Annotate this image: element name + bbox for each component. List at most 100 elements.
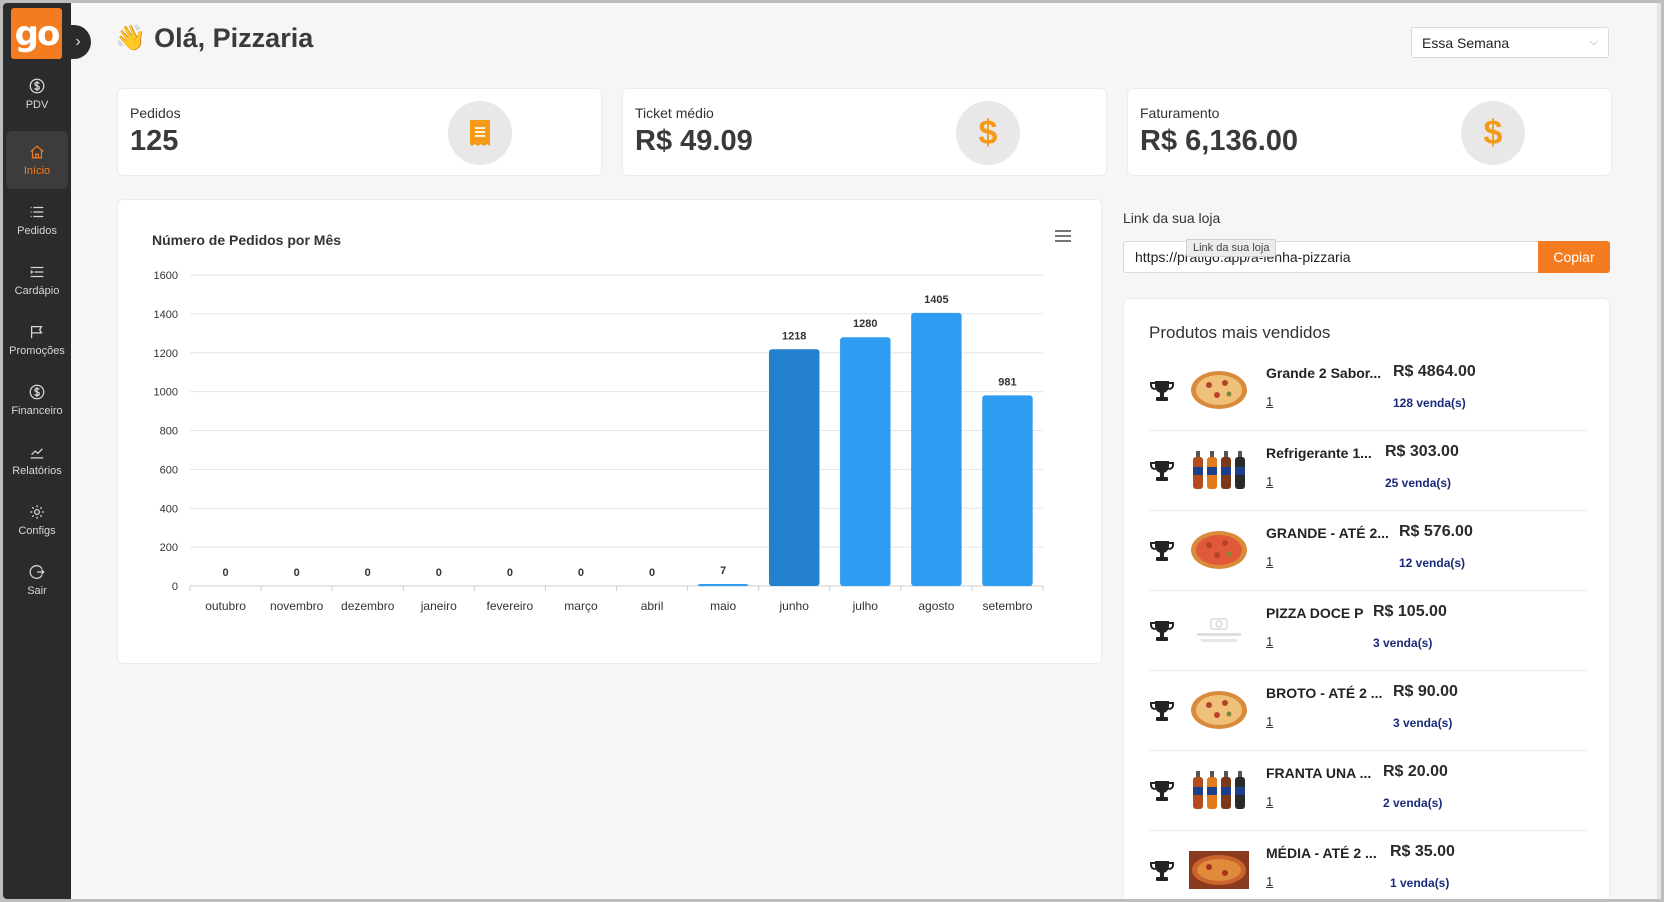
product-sales: 3 venda(s) [1373, 636, 1433, 650]
product-row[interactable]: MÉDIA - ATÉ 2 ... 1 R$ 35.00 1 venda(s) [1149, 831, 1587, 899]
sidebar-item-sair[interactable]: Sair [6, 551, 68, 609]
data-label: 7 [720, 565, 726, 577]
sidebar-item-label: Configs [18, 525, 56, 537]
y-tick-label: 1400 [154, 309, 178, 321]
trophy-icon [1149, 459, 1175, 483]
product-qty-link[interactable]: 1 [1266, 634, 1274, 649]
data-label: 1218 [782, 330, 806, 342]
x-tick-label: setembro [982, 599, 1032, 613]
data-label: 0 [365, 567, 371, 579]
y-tick-label: 0 [172, 581, 178, 593]
y-tick-label: 400 [160, 503, 178, 515]
sidebar-item-label: Início [23, 165, 51, 177]
product-name: BROTO - ATÉ 2 ... [1266, 685, 1383, 701]
chart-menu-icon[interactable] [1055, 230, 1071, 242]
product-thumbnail [1189, 449, 1249, 491]
stat-label: Faturamento [1140, 105, 1220, 121]
product-price: R$ 90.00 [1393, 683, 1458, 700]
trophy-icon [1149, 379, 1175, 403]
y-tick-label: 800 [160, 426, 178, 438]
product-row[interactable]: GRANDE - ATÉ 2... 1 R$ 576.00 12 venda(s) [1149, 511, 1587, 591]
data-label: 1280 [853, 318, 877, 330]
data-label: 0 [578, 567, 584, 579]
y-tick-label: 1200 [154, 348, 178, 360]
product-thumbnail [1189, 609, 1249, 651]
product-row[interactable]: FRANTA UNA ... 1 R$ 20.00 2 venda(s) [1149, 751, 1587, 831]
chevron-right-icon: › [75, 33, 81, 50]
product-row[interactable]: Grande 2 Sabor... 1 R$ 4864.00 128 venda(s) [1149, 351, 1587, 431]
flag-icon [30, 325, 43, 339]
sidebar: go PDV Início Pedidos Cardápio Promoções… [3, 3, 71, 899]
menu-list-icon [30, 266, 44, 278]
sidebar-item-label: Sair [27, 585, 47, 597]
waving-hand-icon: 👋 [115, 24, 147, 52]
stat-value: R$ 6,136.00 [1140, 125, 1299, 157]
trophy-icon [1149, 859, 1175, 883]
y-tick-label: 200 [160, 542, 178, 554]
product-name: GRANDE - ATÉ 2... [1266, 525, 1389, 541]
logout-icon [29, 565, 45, 579]
y-tick-label: 1600 [154, 270, 178, 282]
product-qty-link[interactable]: 1 [1266, 474, 1274, 489]
product-name: FRANTA UNA ... [1266, 765, 1372, 781]
data-label: 0 [294, 567, 300, 579]
bar [982, 395, 1033, 586]
product-name: Refrigerante 1... [1266, 445, 1372, 461]
product-thumbnail [1189, 769, 1249, 811]
data-label: 0 [436, 567, 442, 579]
copy-button[interactable]: Copiar [1538, 241, 1610, 273]
sidebar-item-label: PDV [25, 99, 49, 111]
x-tick-label: julho [852, 599, 879, 613]
product-name: PIZZA DOCE P [1266, 605, 1364, 621]
product-qty-link[interactable]: 1 [1266, 874, 1274, 889]
trophy-icon [1149, 539, 1175, 563]
product-row[interactable]: BROTO - ATÉ 2 ... 1 R$ 90.00 3 venda(s) [1149, 671, 1587, 751]
gear-icon [30, 505, 44, 519]
dollar-circle-icon [29, 78, 45, 94]
product-row[interactable]: Refrigerante 1... 1 R$ 303.00 25 venda(s) [1149, 431, 1587, 511]
trophy-icon [1149, 699, 1175, 723]
product-thumbnail [1189, 689, 1249, 731]
store-link-tooltip: Link da sua loja [1186, 239, 1277, 257]
sidebar-item-label: Cardápio [14, 285, 60, 297]
x-tick-label: novembro [270, 599, 324, 613]
data-label: 1405 [924, 294, 948, 306]
data-label: 0 [222, 567, 228, 579]
sidebar-item-configs[interactable]: Configs [6, 491, 68, 549]
stat-label: Pedidos [130, 105, 181, 121]
sidebar-item-financeiro[interactable]: Financeiro [6, 371, 68, 429]
dollar-icon: $ [1461, 101, 1525, 165]
sidebar-collapse-button[interactable]: › [65, 25, 91, 59]
app-logo[interactable]: go [11, 8, 62, 59]
sidebar-item-relatorios[interactable]: Relatórios [6, 431, 68, 489]
products-title: Produtos mais vendidos [1149, 323, 1331, 342]
sidebar-item-inicio[interactable]: Início [6, 131, 68, 189]
app-window: go PDV Início Pedidos Cardápio Promoções… [3, 3, 1661, 899]
product-qty-link[interactable]: 1 [1266, 714, 1274, 729]
product-thumbnail [1189, 529, 1249, 571]
product-row[interactable]: PIZZA DOCE P 1 R$ 105.00 3 venda(s) [1149, 591, 1587, 671]
y-tick-label: 1000 [154, 387, 178, 399]
window-edge [1657, 3, 1661, 899]
product-sales: 1 venda(s) [1390, 876, 1450, 890]
period-select[interactable]: Essa Semana ⌵ [1411, 27, 1609, 58]
stat-card-orders: Pedidos 125 [117, 88, 602, 176]
line-chart-icon [30, 448, 44, 459]
page-title: 👋 Olá, Pizzaria [115, 23, 313, 54]
bar [911, 312, 962, 586]
sidebar-item-pdv[interactable]: PDV [6, 65, 68, 123]
bar [768, 349, 820, 586]
product-qty-link[interactable]: 1 [1266, 394, 1274, 409]
y-tick-label: 600 [160, 464, 178, 476]
sidebar-item-promocoes[interactable]: Promoções [6, 311, 68, 369]
dollar-circle-icon [29, 384, 45, 400]
sidebar-item-pedidos[interactable]: Pedidos [6, 191, 68, 249]
x-tick-label: janeiro [420, 599, 457, 613]
product-thumbnail [1189, 369, 1249, 411]
sidebar-item-cardapio[interactable]: Cardápio [6, 251, 68, 309]
product-qty-link[interactable]: 1 [1266, 794, 1274, 809]
stat-value: 125 [130, 125, 179, 157]
sidebar-item-label: Relatórios [12, 465, 62, 477]
product-qty-link[interactable]: 1 [1266, 554, 1274, 569]
product-price: R$ 303.00 [1385, 443, 1459, 460]
